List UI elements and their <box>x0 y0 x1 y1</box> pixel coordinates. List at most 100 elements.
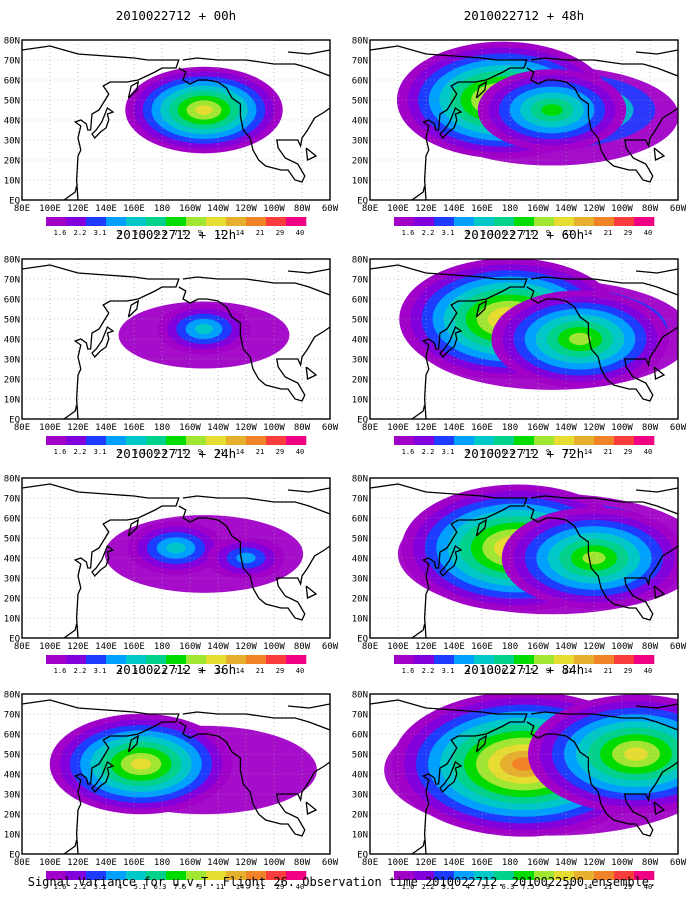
colorbar-label: 9 <box>198 448 202 456</box>
lat-tick-label: 10N <box>4 831 20 841</box>
lat-tick-label: 60N <box>4 731 20 741</box>
coastline <box>127 80 140 99</box>
lon-tick-label: 160W <box>179 642 201 652</box>
lon-tick-label: 100W <box>263 858 285 868</box>
lon-tick-label: 60W <box>670 204 687 214</box>
colorbar-label: 6.3 <box>154 448 167 456</box>
colorbar-label: 14 <box>584 448 592 456</box>
coastline <box>91 325 115 359</box>
colorbar-label: 2.2 <box>422 229 435 237</box>
colorbar-label: 5.1 <box>134 448 147 456</box>
colorbar-label: 3.1 <box>442 667 455 675</box>
lat-tick-label: 30N <box>352 356 368 366</box>
lon-tick-label: 120W <box>583 858 605 868</box>
colorbar-label: 7.5 <box>174 883 187 891</box>
lon-tick-label: 80E <box>362 642 378 652</box>
map-frame <box>21 477 331 639</box>
colorbar-label: 14 <box>236 229 244 237</box>
colorbar-label: 40 <box>296 448 304 456</box>
lat-tick-label: 30N <box>352 791 368 801</box>
colorbar-swatch <box>594 436 615 445</box>
coastline <box>370 264 528 419</box>
colorbar-label: 11 <box>216 229 224 237</box>
colorbar-label: 4 <box>118 883 122 891</box>
colorbar-label: 4 <box>118 229 122 237</box>
colorbar-label: 40 <box>644 667 652 675</box>
lat-tick-label: 60N <box>352 731 368 741</box>
colorbar-swatch <box>534 871 555 880</box>
coastline <box>439 106 463 140</box>
colorbar-label: 40 <box>296 883 304 891</box>
lon-tick-label: 160E <box>123 423 145 433</box>
colorbar-swatch <box>106 871 127 880</box>
coastline <box>127 734 140 753</box>
coastline <box>182 57 330 77</box>
colorbar-swatch <box>474 655 495 664</box>
colorbar-label: 21 <box>256 229 264 237</box>
colorbar-label: 9 <box>198 229 202 237</box>
lat-tick-label: 10N <box>4 615 20 625</box>
lat-tick-label: 40N <box>352 555 368 565</box>
colorbar-swatch <box>186 217 207 226</box>
coastline <box>182 276 330 296</box>
lon-tick-label: 140E <box>443 858 465 868</box>
lon-tick-label: 120W <box>235 204 257 214</box>
colorbar-swatch <box>434 871 455 880</box>
colorbar-swatch <box>246 217 267 226</box>
panel-title: 2010022712 + 24h <box>116 446 236 461</box>
lat-tick-label: 50N <box>4 97 20 107</box>
lon-tick-label: 180 <box>154 423 170 433</box>
variance-contour <box>568 332 592 346</box>
lat-tick-label: 60N <box>352 515 368 525</box>
lat-tick-label: 20N <box>4 595 20 605</box>
colorbar-swatch <box>414 871 435 880</box>
lon-tick-label: 60W <box>322 642 339 652</box>
colorbar-label: 5.1 <box>482 448 495 456</box>
lat-tick-label: 20N <box>352 376 368 386</box>
lat-tick-label: 80N <box>352 37 368 47</box>
coastlines <box>370 40 678 200</box>
coastline <box>370 699 528 854</box>
colorbar-swatch <box>66 436 87 445</box>
lon-tick-label: 120E <box>415 642 437 652</box>
colorbar-swatch <box>226 217 247 226</box>
lon-tick-label: 100E <box>387 423 409 433</box>
colorbar-swatch <box>554 655 575 664</box>
colorbar-label: 7.5 <box>522 448 535 456</box>
coastline <box>287 703 330 709</box>
lat-tick-label: 10N <box>4 177 20 187</box>
coastline <box>63 623 78 638</box>
lat-tick-label: 40N <box>4 117 20 127</box>
colorbar-label: 4 <box>466 448 470 456</box>
lat-tick-label: EQ <box>9 851 20 861</box>
lat-tick-label: 40N <box>4 555 20 565</box>
lon-tick-label: 80W <box>294 423 311 433</box>
colorbar-label: 11 <box>564 229 572 237</box>
colorbar-label: 5.1 <box>482 883 495 891</box>
colorbar-swatch <box>246 655 267 664</box>
colorbar-swatch <box>66 217 87 226</box>
colorbar-swatch <box>634 871 655 880</box>
lon-tick-label: 100W <box>611 642 633 652</box>
colorbar-swatch <box>394 436 415 445</box>
lat-tick-label: 80N <box>4 256 20 266</box>
lon-tick-label: 160E <box>123 858 145 868</box>
coastlines <box>22 259 330 419</box>
colorbar-swatch <box>614 217 635 226</box>
colorbar-swatch <box>434 655 455 664</box>
lat-tick-label: 80N <box>352 691 368 701</box>
colorbar-swatch <box>46 217 67 226</box>
map-panel: 2010022712 + 84h EQ 10N 20N 30N 40N 50N 60N 70N 8… <box>352 662 687 891</box>
colorbar-swatch <box>186 871 207 880</box>
coastline <box>475 299 488 318</box>
colorbar-swatch <box>394 871 415 880</box>
lon-tick-label: 120W <box>583 423 605 433</box>
coastline <box>182 495 330 515</box>
lat-tick-label: 40N <box>352 771 368 781</box>
colorbar-swatch <box>414 217 435 226</box>
panel-title: 2010022712 + 00h <box>116 8 236 23</box>
lon-tick-label: 140W <box>207 204 229 214</box>
lon-tick-label: 120W <box>235 642 257 652</box>
colorbar-swatch <box>266 871 287 880</box>
coastline <box>305 366 318 380</box>
